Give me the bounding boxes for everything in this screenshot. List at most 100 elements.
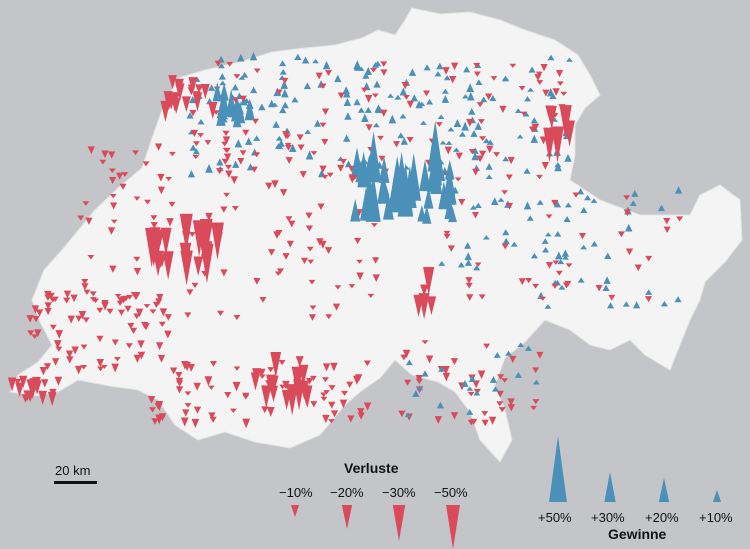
loss-symbol: [267, 367, 275, 373]
loss-symbol: [330, 410, 339, 418]
scale-bar: [54, 481, 97, 484]
gain-symbol: [243, 97, 250, 104]
loss-symbol: [82, 201, 90, 206]
loss-symbol: [337, 92, 345, 99]
loss-symbol: [125, 343, 133, 349]
loss-symbol: [233, 74, 241, 79]
legend-loss-symbol-30: [392, 505, 406, 541]
loss-symbol: [284, 144, 292, 151]
scale-label: 20 km: [55, 463, 91, 478]
legend-gain-label-20: +20%: [645, 510, 679, 525]
loss-symbol: [545, 261, 554, 269]
gain-symbol: [430, 161, 443, 194]
loss-symbol: [392, 141, 401, 148]
loss-symbol: [291, 366, 304, 397]
loss-symbol: [363, 402, 372, 411]
gain-symbol: [544, 304, 552, 309]
loss-symbol: [242, 418, 251, 429]
loss-symbol: [39, 366, 48, 376]
loss-symbol: [119, 183, 127, 190]
gain-symbol: [542, 246, 550, 253]
gain-symbol: [604, 252, 612, 260]
loss-symbol: [645, 296, 653, 303]
gain-symbol: [443, 165, 456, 196]
gain-symbol: [523, 201, 532, 210]
loss-symbol: [44, 308, 52, 316]
legend-loss-label-10: −10%: [279, 485, 313, 500]
loss-symbol: [332, 303, 341, 311]
loss-symbol: [421, 340, 429, 345]
gain-symbol: [528, 66, 536, 73]
loss-symbol: [250, 372, 261, 391]
loss-symbol: [346, 381, 354, 388]
loss-symbol: [309, 305, 317, 310]
loss-symbol: [315, 72, 323, 80]
loss-symbol: [509, 63, 517, 68]
loss-symbol: [422, 90, 431, 97]
gain-symbol: [517, 342, 525, 348]
loss-symbol: [155, 415, 163, 422]
gain-symbol: [466, 83, 474, 93]
loss-symbol: [53, 340, 62, 350]
loss-symbol: [49, 324, 57, 330]
gain-symbol: [343, 134, 351, 142]
loss-symbol: [543, 127, 556, 163]
loss-symbol: [253, 152, 261, 158]
gain-symbol: [343, 89, 351, 98]
gain-symbol: [419, 159, 431, 192]
loss-symbol: [150, 215, 158, 221]
loss-symbol: [184, 312, 192, 318]
loss-symbol: [328, 385, 336, 391]
gain-symbol: [438, 260, 446, 266]
loss-symbol: [281, 77, 289, 84]
loss-symbol: [87, 255, 95, 260]
loss-symbol: [507, 398, 515, 407]
gain-symbol: [313, 119, 322, 127]
gain-symbol: [480, 96, 488, 103]
loss-symbol: [474, 262, 482, 267]
gain-symbol: [464, 259, 473, 266]
loss-symbol: [175, 372, 183, 379]
loss-symbol: [532, 367, 540, 374]
gain-symbol: [249, 52, 258, 61]
gain-symbol: [225, 88, 237, 117]
gain-symbol: [471, 152, 479, 161]
loss-symbol: [267, 249, 276, 256]
loss-symbol: [415, 374, 423, 383]
gain-symbol: [406, 153, 422, 201]
gain-symbol: [380, 186, 390, 201]
gain-symbol: [399, 113, 407, 119]
loss-symbol: [232, 381, 241, 392]
loss-symbol: [164, 314, 172, 321]
loss-symbol: [371, 93, 379, 98]
loss-symbol: [132, 150, 140, 156]
loss-symbol: [135, 308, 144, 318]
loss-symbol: [181, 360, 189, 370]
loss-symbol: [100, 364, 108, 369]
gain-symbol: [237, 53, 245, 62]
loss-symbol: [182, 409, 190, 417]
loss-symbol: [285, 157, 293, 165]
loss-symbol: [261, 406, 269, 414]
loss-symbol: [231, 206, 239, 211]
gain-symbol: [532, 379, 540, 385]
loss-symbol: [281, 389, 292, 410]
loss-symbol: [295, 356, 304, 367]
gain-symbol: [397, 162, 414, 217]
loss-symbol: [222, 130, 230, 137]
loss-symbol: [471, 212, 480, 219]
loss-symbol: [214, 60, 222, 67]
loss-symbol: [198, 227, 212, 267]
gain-symbol: [423, 64, 431, 71]
loss-symbol: [476, 102, 484, 108]
loss-symbol: [124, 305, 132, 313]
gain-symbol: [408, 68, 417, 76]
loss-symbol: [82, 317, 90, 323]
loss-symbol: [271, 180, 279, 189]
loss-symbol: [473, 71, 481, 77]
loss-symbol: [321, 138, 329, 146]
gain-symbol: [577, 277, 585, 283]
gain-symbol: [212, 81, 223, 102]
gain-symbol: [554, 162, 562, 168]
